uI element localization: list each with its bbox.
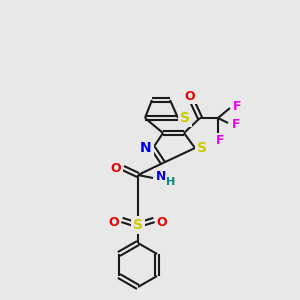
Text: F: F bbox=[232, 118, 240, 131]
Text: O: O bbox=[157, 215, 167, 229]
Text: N: N bbox=[156, 169, 166, 182]
Text: S: S bbox=[197, 141, 207, 155]
Text: O: O bbox=[185, 89, 195, 103]
Text: S: S bbox=[133, 218, 143, 232]
Text: S: S bbox=[180, 111, 190, 125]
Text: F: F bbox=[233, 100, 241, 112]
Text: F: F bbox=[216, 134, 224, 148]
Text: N: N bbox=[140, 141, 152, 155]
Text: O: O bbox=[111, 161, 121, 175]
Text: H: H bbox=[167, 177, 176, 187]
Text: O: O bbox=[109, 215, 119, 229]
